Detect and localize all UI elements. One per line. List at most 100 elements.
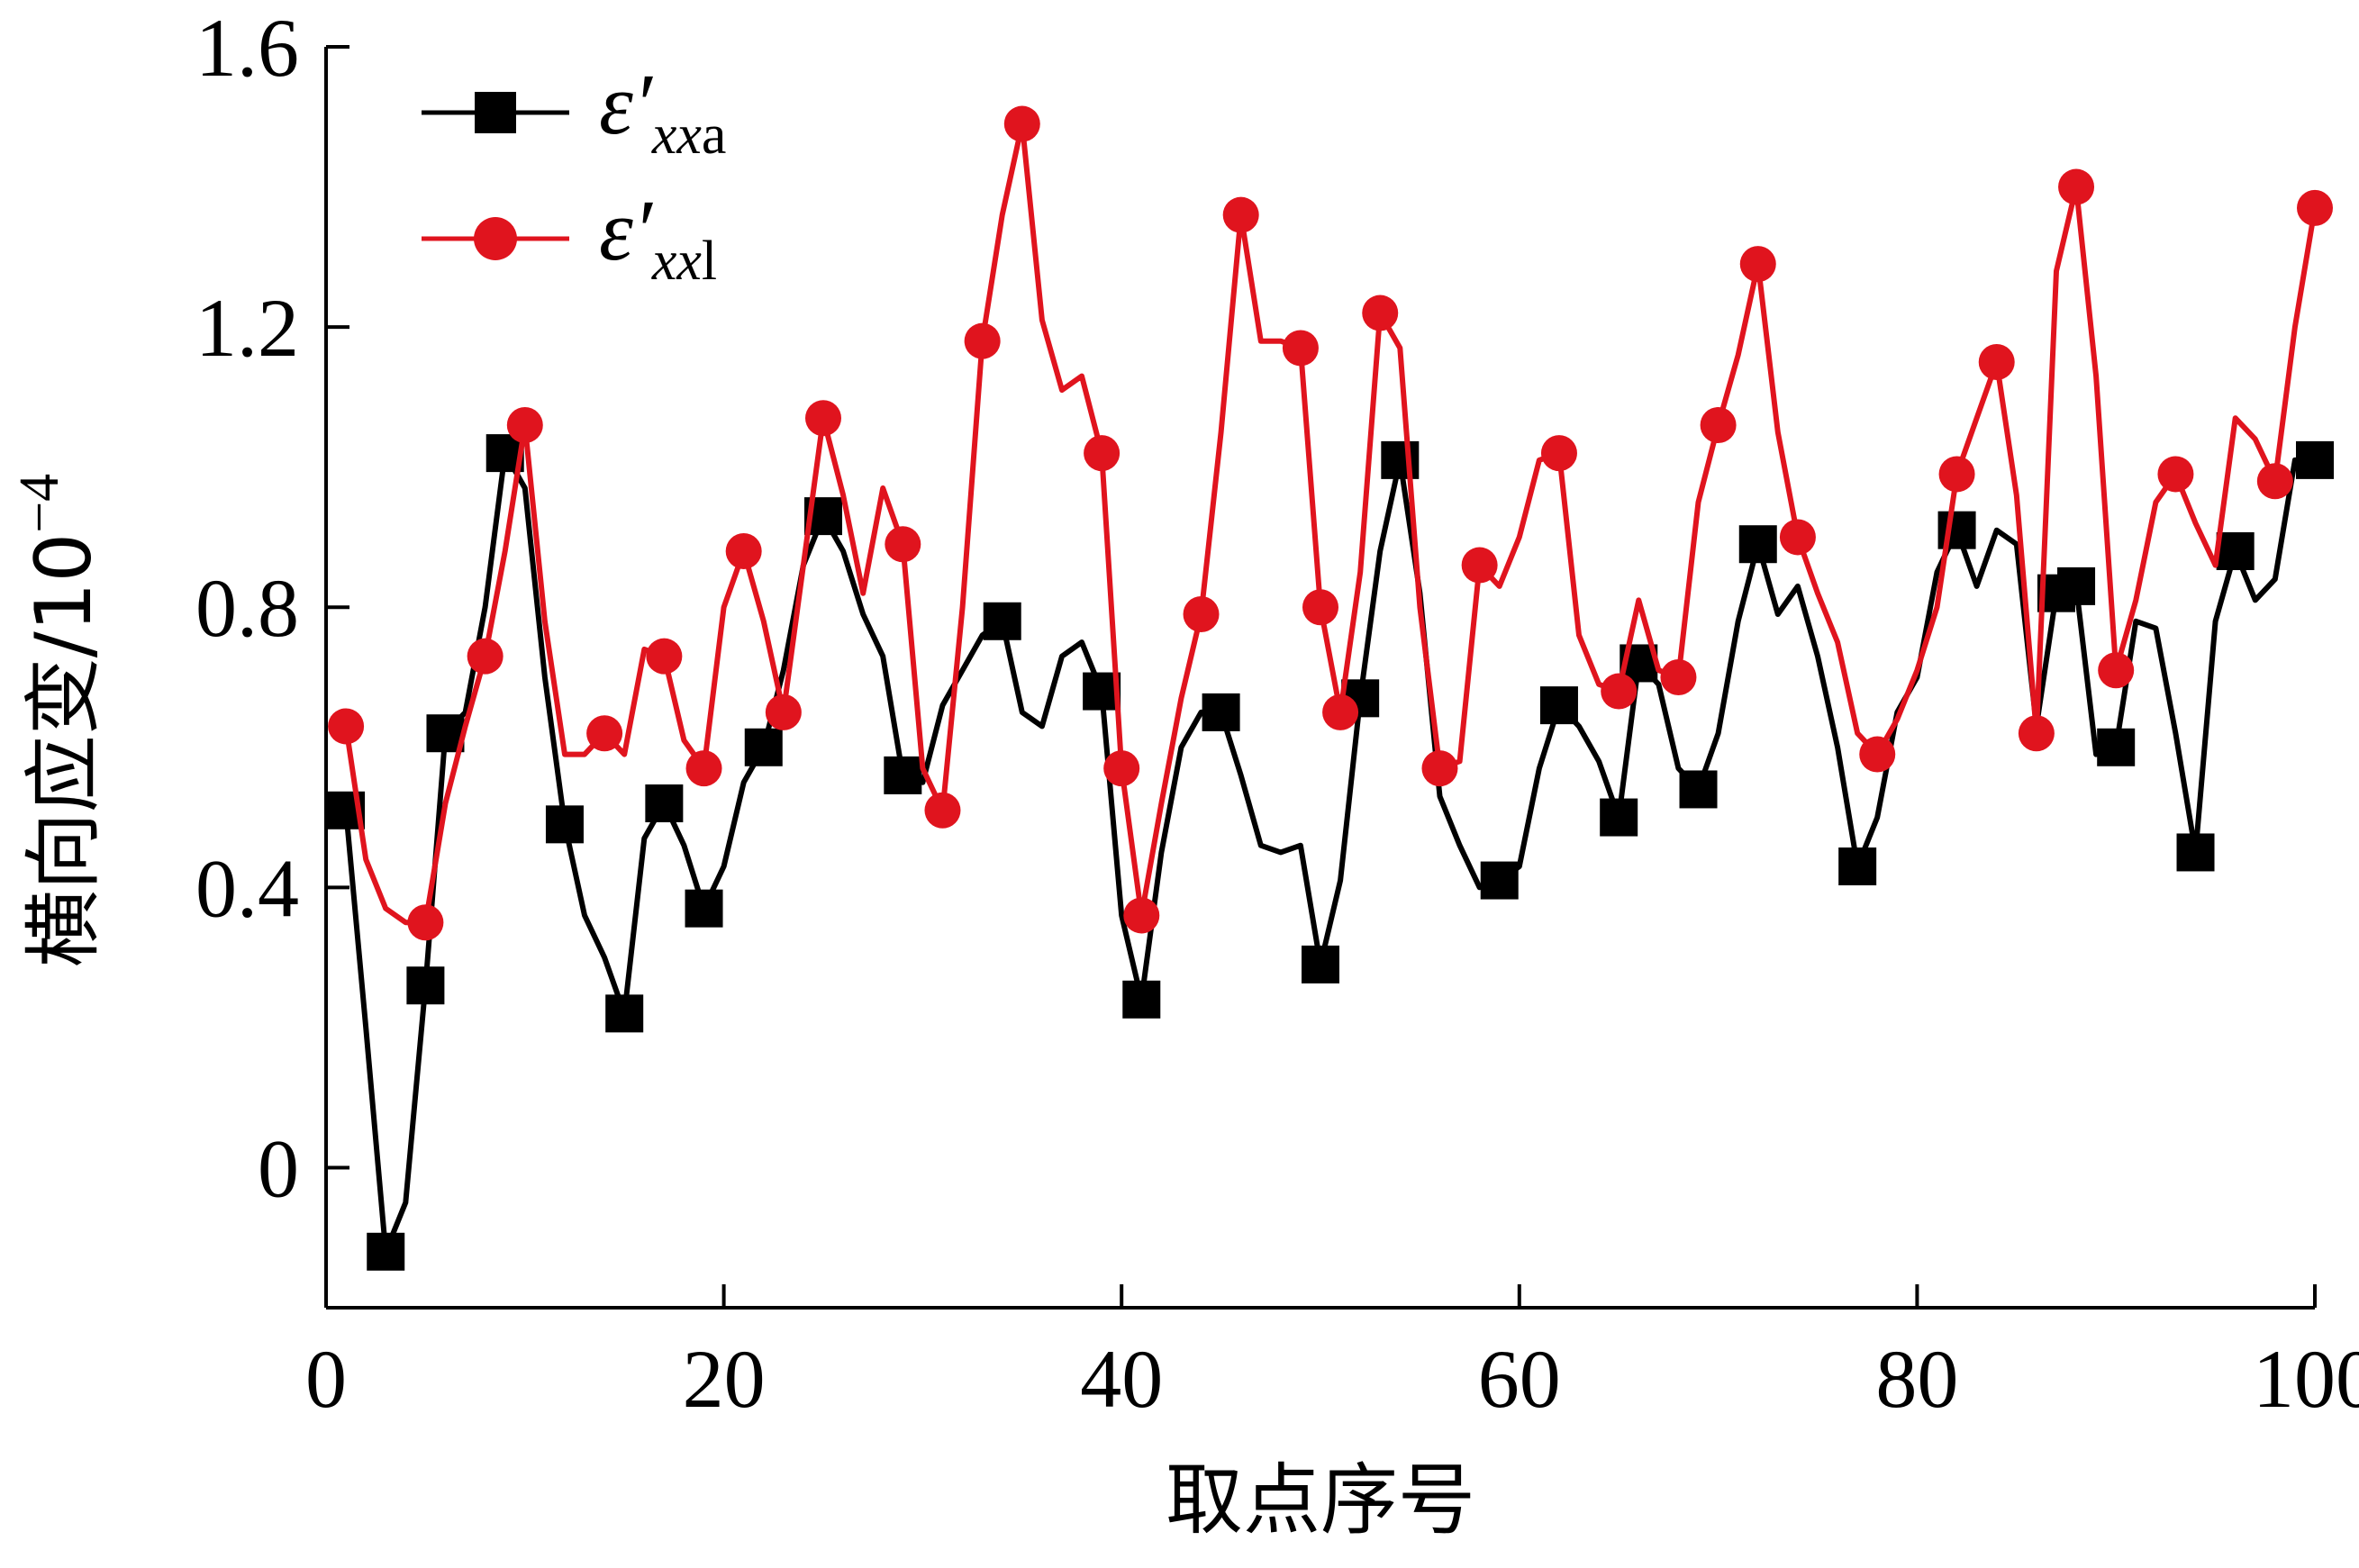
data-point-exxl <box>506 407 543 443</box>
data-point-exxa <box>744 728 783 766</box>
legend-label-exxl: ε′xxl <box>599 182 717 292</box>
y-tick-label-0.8: 0.8 <box>195 562 299 654</box>
legend-subscript-exxl-letter: l <box>702 231 717 292</box>
y-tick-label-1.6: 1.6 <box>195 2 299 94</box>
data-point-exxa <box>1539 686 1578 725</box>
data-point-exxa <box>1838 847 1877 885</box>
data-point-exxa <box>685 889 723 928</box>
x-axis-title: 取点序号 <box>1166 1455 1475 1545</box>
data-point-exxa <box>1122 980 1161 1019</box>
data-point-exxl <box>1222 196 1259 233</box>
data-point-exxa <box>983 602 1021 640</box>
legend: ε′xxa ε′xxl <box>422 56 726 292</box>
data-point-exxl <box>725 533 762 569</box>
x-tick-label-40: 40 <box>1080 1333 1163 1425</box>
data-point-exxa <box>884 756 922 794</box>
data-point-exxa <box>645 784 684 822</box>
data-point-exxa <box>1679 770 1718 809</box>
series-line-exxl <box>343 121 2318 926</box>
data-point-exxl <box>1461 547 1498 584</box>
legend-subscript-exxa: xx <box>651 104 703 166</box>
data-point-exxl <box>1302 589 1338 626</box>
data-point-exxl <box>1322 693 1359 730</box>
y-axis-title: 横向应变/10−4 <box>9 474 109 967</box>
data-point-exxa <box>1600 798 1638 837</box>
data-point-exxl <box>2157 456 2194 493</box>
data-point-exxl <box>1978 344 2015 380</box>
data-point-exxl <box>407 904 444 941</box>
y-axis-title-exponent: −4 <box>9 474 70 533</box>
data-point-exxl <box>1103 750 1140 787</box>
data-point-exxa <box>1202 693 1240 731</box>
data-point-exxl <box>885 526 921 563</box>
data-point-exxl <box>685 750 722 787</box>
legend-marker-exxa <box>475 92 516 133</box>
data-point-exxa <box>1738 525 1777 564</box>
data-point-exxl <box>1421 750 1458 787</box>
y-tick-label-1.2: 1.2 <box>195 282 299 374</box>
data-point-exxa <box>2296 440 2334 479</box>
data-point-exxa <box>2057 566 2096 605</box>
legend-entry-exxl: ε′xxl <box>422 182 717 292</box>
data-point-exxl <box>1123 897 1160 934</box>
data-point-exxl <box>1003 105 1040 142</box>
legend-subscript-exxa-letter: a <box>702 104 727 166</box>
x-tick-label-80: 80 <box>1875 1333 1958 1425</box>
x-ticks: 0 20 40 60 80 100 <box>305 1284 2359 1425</box>
data-point-exxl <box>1282 330 1319 367</box>
data-point-exxa <box>605 994 644 1033</box>
data-point-exxa <box>1937 511 1976 549</box>
data-point-exxl <box>2058 168 2095 205</box>
data-point-exxl <box>646 638 683 675</box>
data-point-exxl <box>1700 407 1737 443</box>
series-exxl <box>328 105 2333 941</box>
data-point-exxa <box>2216 532 2255 570</box>
legend-label-exxa: ε′xxa <box>599 56 726 166</box>
legend-marker-exxl <box>474 217 517 260</box>
data-point-exxl <box>924 792 961 829</box>
x-tick-label-0: 0 <box>305 1333 347 1425</box>
legend-symbol-exxa: ε′ <box>599 56 654 152</box>
x-tick-label-60: 60 <box>1478 1333 1561 1425</box>
data-point-exxl <box>2098 652 2135 689</box>
data-point-exxl <box>1540 435 1577 472</box>
data-point-exxa <box>2176 833 2215 872</box>
series-layer <box>327 105 2334 1271</box>
data-point-exxl <box>2297 189 2333 226</box>
data-point-exxa <box>2097 728 2136 766</box>
data-point-exxl <box>2018 715 2055 752</box>
data-point-exxl <box>1739 246 1776 283</box>
series-line-exxa <box>343 450 2315 1255</box>
y-tick-label-0: 0 <box>258 1122 299 1214</box>
y-tick-label-0.4: 0.4 <box>195 842 299 934</box>
data-point-exxa <box>1480 861 1519 900</box>
x-tick-label-20: 20 <box>683 1333 766 1425</box>
legend-symbol-exxl: ε′ <box>599 182 654 278</box>
data-point-exxl <box>1938 456 1975 493</box>
y-ticks: 0 0.4 0.8 1.2 1.6 <box>195 2 349 1214</box>
data-point-exxa <box>1381 440 1420 479</box>
data-point-exxl <box>765 693 802 730</box>
axes <box>324 47 2315 1310</box>
data-point-exxl <box>1601 673 1638 710</box>
data-point-exxl <box>1362 295 1399 331</box>
data-point-exxa <box>545 805 584 844</box>
data-point-exxa <box>367 1232 405 1271</box>
data-point-exxl <box>1660 659 1697 695</box>
series-exxa <box>327 434 2334 1271</box>
data-point-exxl <box>805 400 841 437</box>
data-point-exxl <box>1084 435 1121 472</box>
legend-subscript-exxl: xx <box>651 231 703 292</box>
data-point-exxl <box>328 708 365 745</box>
svg-text:横向应变/10−4: 横向应变/10−4 <box>9 474 109 967</box>
data-point-exxl <box>1183 596 1220 632</box>
x-tick-label-100: 100 <box>2253 1333 2359 1425</box>
data-point-exxl <box>1779 519 1816 556</box>
legend-entry-exxa: ε′xxa <box>422 56 726 166</box>
data-point-exxa <box>1302 945 1339 983</box>
data-point-exxl <box>467 638 504 675</box>
data-point-exxl <box>964 322 1001 359</box>
data-point-exxl <box>1859 736 1896 773</box>
y-axis-title-main: 横向应变/10 <box>19 533 109 967</box>
